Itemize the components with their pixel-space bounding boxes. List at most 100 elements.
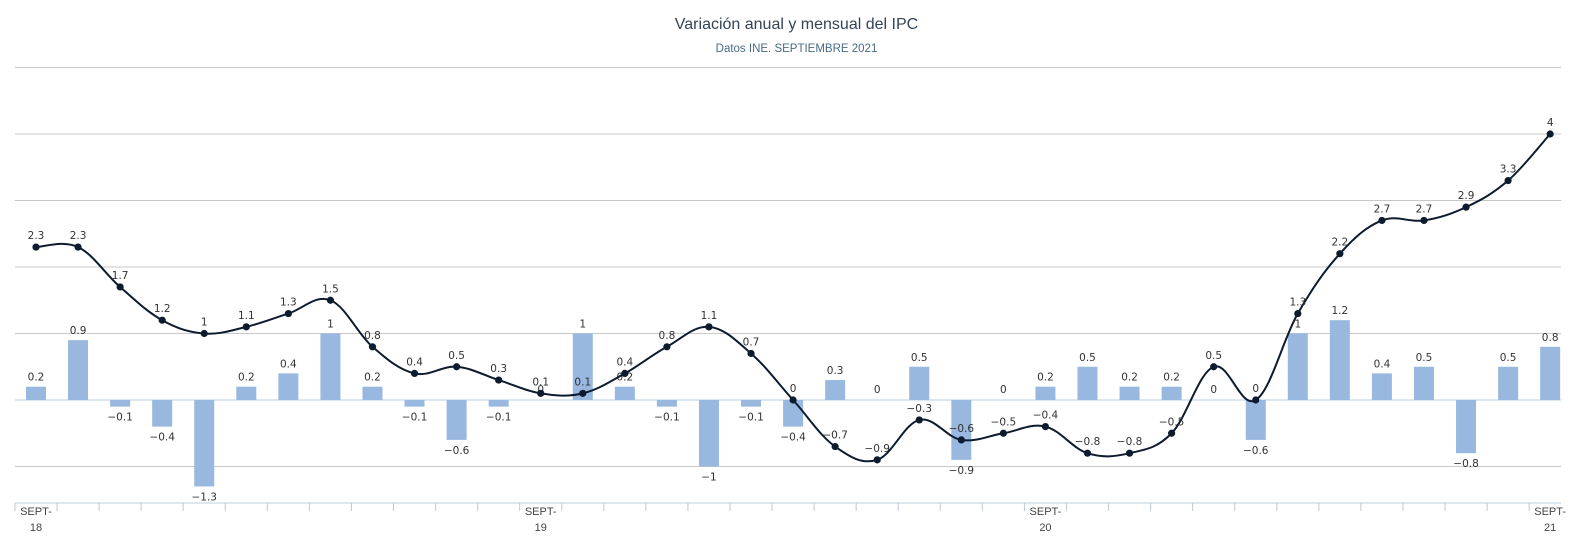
line-point-label: −0.9	[864, 443, 890, 455]
bar	[572, 333, 593, 400]
bar	[1287, 333, 1308, 400]
bar-label: 0	[1000, 384, 1007, 396]
bar	[1540, 346, 1561, 400]
line-point-label: −0.5	[1159, 416, 1185, 428]
bar-label: 0.5	[1079, 352, 1096, 364]
bar	[783, 400, 804, 427]
bar	[446, 400, 467, 440]
line-point-label: 2.7	[1374, 203, 1391, 215]
x-tick-label: SEPT-	[525, 506, 557, 518]
bar	[1035, 386, 1056, 400]
line-point-label: 0.3	[490, 363, 507, 375]
bar	[110, 400, 131, 407]
line-point	[200, 329, 208, 338]
bar	[614, 386, 635, 400]
line-point-label: 1.5	[322, 283, 339, 295]
line-point	[1462, 203, 1470, 211]
line-point	[831, 442, 839, 451]
line-point	[32, 243, 40, 251]
x-tick-label: SEPT-	[20, 506, 52, 518]
line-point	[537, 389, 545, 397]
line-point-label: 4	[1547, 117, 1554, 129]
bar-label: −0.6	[444, 445, 470, 457]
bar	[320, 333, 341, 400]
line-point	[242, 323, 250, 331]
bar	[152, 400, 173, 427]
bars-layer	[26, 320, 1561, 487]
bar-label: 0	[874, 384, 881, 396]
bar-label: 0.5	[1500, 352, 1517, 364]
line-point	[873, 456, 881, 464]
bar	[656, 400, 677, 407]
bar-label: −0.8	[1453, 458, 1479, 470]
bar-label: 0.2	[1121, 372, 1138, 384]
line-labels-layer: 2.3 2.3 1.7 1.2 1 1.1 1.3 1.5 0.8 0.4 0.5 0.3 0.1 0.1…	[28, 117, 1554, 455]
bar	[488, 400, 509, 407]
bar-label: 0.5	[911, 352, 928, 364]
bar-label: −0.6	[1243, 445, 1269, 457]
line-point-label: 2.3	[70, 230, 87, 242]
line-point	[957, 436, 965, 444]
bar-labels-layer: 0.2 0.9 −0.1 −0.4 −1.3 0.2 0.4 1 0.2 −0.1 −0.6 −0.1…	[28, 305, 1559, 503]
line-point-label: 0.8	[659, 330, 676, 342]
bar	[1456, 400, 1477, 454]
dots-layer	[32, 130, 1554, 464]
line-point-label: 0.4	[406, 356, 423, 368]
bar-label: 0.3	[827, 365, 844, 377]
line-point	[74, 243, 82, 251]
line-point	[705, 323, 713, 331]
bar	[236, 386, 257, 400]
bar	[1245, 400, 1266, 440]
x-tick-label-year: 21	[1544, 522, 1556, 534]
line-point-label: 1.2	[154, 303, 171, 315]
bar-label: 0.2	[1163, 372, 1180, 384]
line-point	[1083, 449, 1092, 457]
line-point	[1252, 396, 1260, 404]
bar-label: −0.1	[107, 412, 133, 424]
line-point-label: −0.6	[949, 423, 975, 435]
bar-label: −0.4	[780, 432, 806, 444]
bar-label: 0.4	[1374, 358, 1391, 370]
line-point	[410, 369, 419, 377]
chart-title: Variación anual y mensual del IPC	[674, 16, 919, 33]
bar-label: 1.2	[1332, 305, 1349, 317]
bar	[26, 386, 46, 400]
line-point-label: 2.3	[28, 230, 45, 242]
bar	[404, 400, 425, 407]
line-point	[368, 343, 377, 351]
bar	[741, 400, 762, 407]
line-point-label: 1.3	[280, 297, 297, 309]
x-tick-label: SEPT-	[1030, 506, 1062, 518]
line-point	[1378, 216, 1386, 225]
line-point	[453, 363, 461, 371]
line-point	[663, 343, 671, 351]
bar-label: −0.1	[486, 412, 512, 424]
line-point	[1336, 250, 1344, 258]
line-point	[1504, 176, 1512, 185]
line-point-label: −0.3	[907, 403, 933, 415]
bar-label: −0.4	[149, 432, 175, 444]
line-point	[621, 369, 629, 377]
line-point-label: 0.4	[616, 356, 633, 368]
x-tick-label: SEPT-	[1534, 506, 1566, 518]
bar	[68, 340, 89, 400]
line-point	[158, 316, 166, 324]
bar-label: 0.9	[70, 325, 87, 337]
bar	[825, 380, 846, 400]
line-point	[747, 349, 755, 358]
bar	[278, 373, 299, 400]
line-point-label: 1.1	[701, 310, 718, 322]
bar	[362, 386, 383, 400]
bar-label: −1	[701, 472, 716, 484]
x-tick-label-year: 20	[1039, 522, 1051, 534]
bar-label: 1	[327, 319, 334, 331]
axis-layer: SEPT- 18 SEPT- 19 SEPT- 20 SEPT- 21	[14, 502, 1566, 534]
bar-label: 0.4	[280, 358, 297, 370]
bar-label: −0.9	[949, 465, 975, 477]
bar-label: 0.2	[364, 372, 381, 384]
line-point	[915, 416, 923, 424]
line-point-label: 0	[1252, 383, 1259, 395]
line-point	[579, 389, 587, 397]
